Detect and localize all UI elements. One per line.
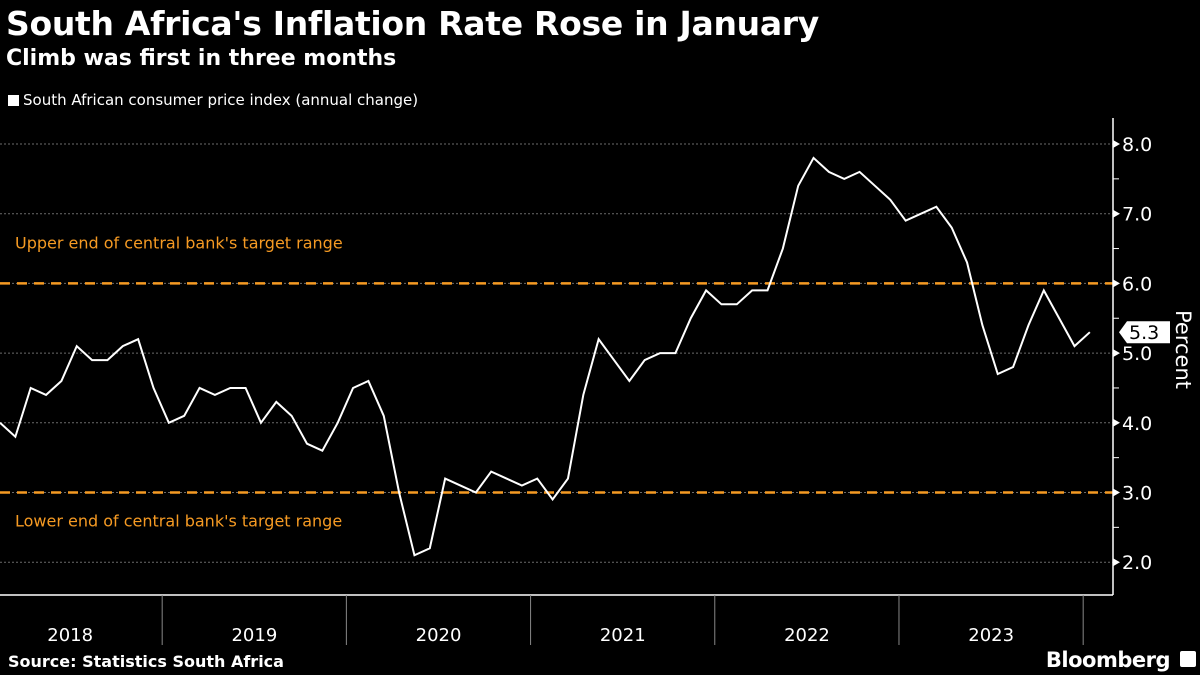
source-note: Source: Statistics South Africa (8, 652, 284, 671)
last-value-badge (1119, 321, 1170, 344)
legend-swatch (8, 94, 19, 106)
y-tick-label: 3.0 (1122, 483, 1152, 505)
chart-title: South Africa's Inflation Rate Rose in Ja… (6, 4, 819, 43)
y-tick-label: 8.0 (1122, 134, 1152, 156)
x-tick-label: 2019 (231, 625, 277, 646)
y-tick-marker (1113, 488, 1120, 497)
y-tick-label: 7.0 (1122, 204, 1152, 226)
x-tick-label: 2020 (416, 625, 462, 646)
chart-subtitle: Climb was first in three months (6, 46, 397, 71)
y-tick-marker (1113, 349, 1120, 358)
y-tick-label: 6.0 (1122, 273, 1152, 295)
x-tick-label: 2023 (968, 625, 1014, 646)
bloomberg-chart-icon (1180, 651, 1196, 667)
y-tick-marker (1113, 140, 1120, 148)
x-tick-label: 2018 (47, 625, 93, 646)
y-tick-label: 4.0 (1122, 413, 1152, 435)
y-tick-marker (1113, 279, 1120, 288)
y-tick-marker (1113, 418, 1120, 427)
y-tick-marker (1113, 209, 1120, 218)
y-axis-title: Percent (1171, 310, 1195, 389)
bloomberg-logo: Bloomberg (1045, 648, 1171, 672)
reference-label: Lower end of central bank's target range (15, 512, 342, 531)
y-tick-label: 5.0 (1122, 343, 1152, 365)
cpi-line (0, 156, 1091, 557)
reference-label: Upper end of central bank's target range (15, 233, 343, 252)
y-tick-label: 2.0 (1122, 552, 1152, 574)
last-value-label: 5.3 (1129, 322, 1159, 344)
x-tick-label: 2022 (784, 625, 830, 646)
legend-label: South African consumer price index (annu… (23, 91, 419, 109)
legend: South African consumer price index (annu… (8, 91, 418, 109)
x-tick-label: 2021 (600, 625, 646, 646)
y-tick-marker (1113, 558, 1120, 567)
